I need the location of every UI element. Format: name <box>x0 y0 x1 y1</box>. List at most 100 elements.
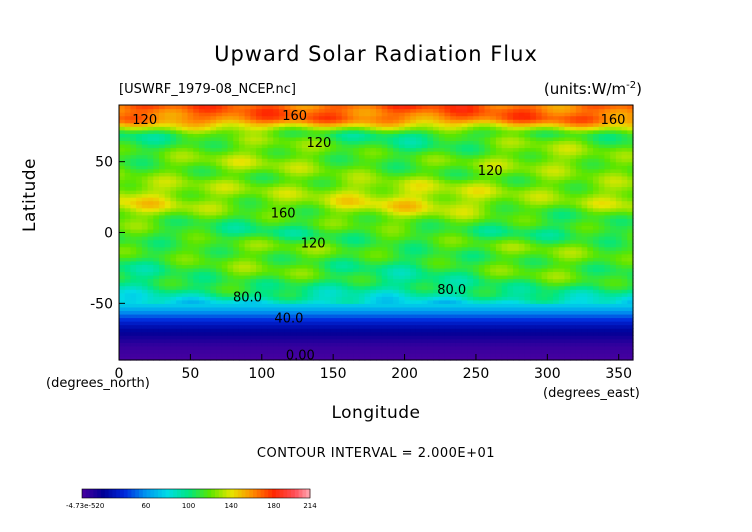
heatmap-cell <box>313 275 320 280</box>
heatmap-cell <box>353 335 360 340</box>
heatmap-cell <box>284 285 291 290</box>
heatmap-cell <box>564 278 571 283</box>
heatmap-cell <box>176 349 183 354</box>
heatmap-cell <box>587 267 594 273</box>
heatmap-cell <box>187 243 194 248</box>
heatmap-cell <box>507 285 514 290</box>
heatmap-cell <box>547 282 554 287</box>
heatmap-cell <box>273 211 280 216</box>
heatmap-cell <box>210 225 217 230</box>
heatmap-cell <box>364 239 371 244</box>
heatmap-cell <box>290 190 297 195</box>
heatmap-cell <box>347 338 354 343</box>
heatmap-cell <box>404 285 411 290</box>
heatmap-cell <box>507 211 514 216</box>
heatmap-cell <box>610 250 617 255</box>
heatmap-cell <box>153 331 160 336</box>
heatmap-cell <box>387 292 394 297</box>
heatmap-cell <box>318 338 326 343</box>
heatmap-cell <box>227 349 234 354</box>
heatmap-cell <box>330 321 337 326</box>
heatmap-cell <box>124 207 132 212</box>
heatmap-cell <box>193 267 200 273</box>
heatmap-cell <box>541 349 548 354</box>
heatmap-cell <box>364 275 371 280</box>
heatmap-cell <box>450 349 457 354</box>
heatmap-cell <box>250 175 257 180</box>
heatmap-cell <box>313 267 320 273</box>
heatmap-cell <box>615 165 623 170</box>
heatmap-cell <box>587 221 594 227</box>
heatmap-cell <box>158 349 166 354</box>
heatmap-cell <box>438 289 446 294</box>
heatmap-cell <box>564 236 571 241</box>
heatmap-cell <box>387 193 394 198</box>
heatmap-cell <box>261 303 269 308</box>
heatmap-cell <box>370 338 377 343</box>
heatmap-cell <box>404 175 411 180</box>
heatmap-cell <box>438 331 446 336</box>
heatmap-cell <box>221 228 229 234</box>
heatmap-cell <box>307 253 314 258</box>
heatmap-cell <box>398 285 406 290</box>
heatmap-cell <box>284 271 291 276</box>
heatmap-cell <box>410 331 417 336</box>
heatmap-cell <box>313 197 320 202</box>
heatmap-cell <box>284 324 291 329</box>
heatmap-cell <box>495 182 503 188</box>
heatmap-cell <box>193 296 200 301</box>
heatmap-cell <box>438 207 446 212</box>
heatmap-cell <box>587 303 594 308</box>
heatmap-cell <box>621 324 628 329</box>
heatmap-cell <box>547 239 554 244</box>
heatmap-cell <box>119 200 126 205</box>
heatmap-cell <box>495 278 503 283</box>
heatmap-cell <box>558 218 566 223</box>
heatmap-cell <box>381 172 389 177</box>
heatmap-cell <box>450 165 457 170</box>
heatmap-cell <box>250 253 257 258</box>
heatmap-cell <box>438 303 446 308</box>
heatmap-cell <box>119 225 126 230</box>
heatmap-cell <box>564 221 571 227</box>
heatmap-cell <box>427 211 434 216</box>
heatmap-cell <box>364 168 371 173</box>
heatmap-cell <box>147 285 154 290</box>
heatmap-cell <box>433 296 440 301</box>
heatmap-cell <box>170 285 177 290</box>
heatmap-cell <box>524 257 531 262</box>
heatmap-cell <box>444 335 451 340</box>
heatmap-cell <box>553 197 560 202</box>
heatmap-cell <box>415 275 423 280</box>
heatmap-cell <box>313 257 320 262</box>
heatmap-cell <box>381 317 389 322</box>
heatmap-cell <box>553 190 560 195</box>
heatmap-cell <box>358 275 366 280</box>
heatmap-cell <box>181 271 189 276</box>
heatmap-cell <box>598 193 606 198</box>
heatmap-cell <box>324 310 331 315</box>
heatmap-cell <box>478 349 486 354</box>
heatmap-cell <box>610 352 617 358</box>
heatmap-cell <box>336 335 343 340</box>
heatmap-cell <box>570 172 577 177</box>
heatmap-cell <box>261 321 269 326</box>
heatmap-cell <box>598 267 606 273</box>
heatmap-cell <box>455 257 463 262</box>
heatmap-cell <box>141 207 149 212</box>
heatmap-cell <box>347 257 354 262</box>
heatmap-cell <box>284 186 291 191</box>
heatmap-cell <box>541 296 548 301</box>
heatmap-cell <box>296 342 303 347</box>
heatmap-cell <box>621 289 628 294</box>
heatmap-cell <box>130 218 137 223</box>
heatmap-cell <box>250 179 257 184</box>
heatmap-cell <box>341 338 349 343</box>
heatmap-cell <box>490 190 497 195</box>
heatmap-cell <box>444 345 451 350</box>
heatmap-cell <box>478 338 486 343</box>
heatmap-cell <box>198 214 206 219</box>
heatmap-cell <box>273 356 280 361</box>
heatmap-cell <box>221 193 229 198</box>
heatmap-cell <box>170 271 177 276</box>
